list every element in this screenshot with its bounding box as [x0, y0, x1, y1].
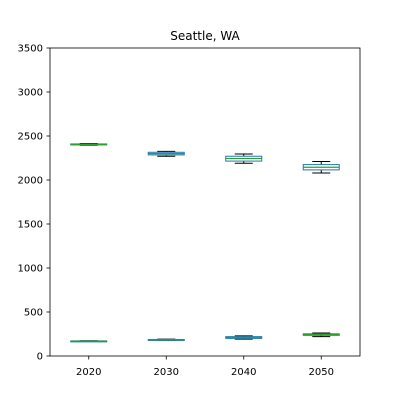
chart-title: Seattle, WA — [170, 29, 240, 43]
y-tick-label: 2500 — [18, 132, 43, 143]
box-plot — [302, 161, 340, 174]
box-plot — [225, 335, 263, 340]
y-axis: 0 500 1000 1500 2000 2500 3000 3500 — [18, 44, 50, 363]
y-tick-label: 2000 — [18, 176, 43, 187]
box-plot — [302, 332, 340, 338]
plot-frame — [49, 47, 361, 357]
box-plot — [225, 153, 263, 164]
plot-area — [49, 47, 361, 357]
x-tick-label: 2030 — [154, 367, 179, 378]
box-plot — [70, 142, 108, 146]
y-tick-label: 1000 — [18, 264, 43, 275]
y-tick-label: 0 — [37, 352, 43, 363]
y-tick-label: 1500 — [18, 220, 43, 231]
x-tick-label: 2050 — [309, 367, 334, 378]
y-tick-label: 3000 — [18, 88, 43, 99]
x-tick-label: 2040 — [231, 367, 256, 378]
box-plot — [147, 150, 185, 157]
box-plot — [147, 338, 185, 341]
box-plot — [70, 340, 108, 343]
x-tick-label: 2020 — [76, 367, 101, 378]
y-tick-label: 500 — [24, 308, 43, 319]
y-tick-label: 3500 — [18, 44, 43, 55]
x-axis: 2020 2030 2040 2050 — [76, 356, 334, 378]
